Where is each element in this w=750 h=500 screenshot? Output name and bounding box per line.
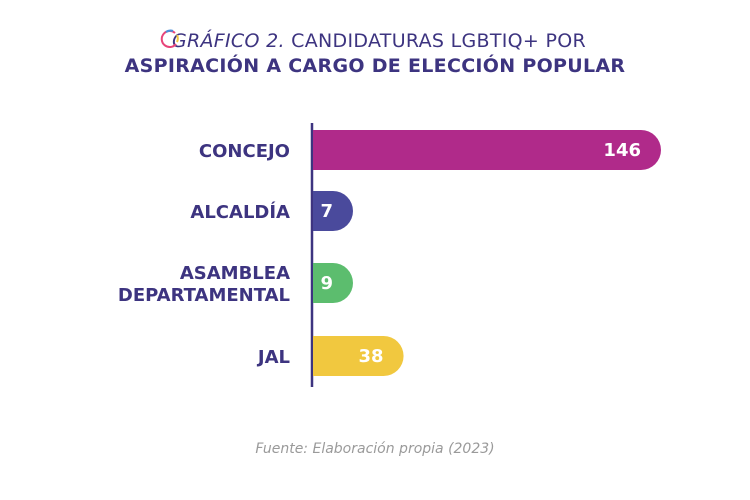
category-label: CONCEJO [199, 141, 290, 162]
bar-value-label: 7 [320, 201, 333, 222]
bar [313, 191, 353, 231]
chart-title: GRÁFICO 2. CANDIDATURAS LGBTIQ+ POR [0, 29, 750, 52]
bar [313, 336, 404, 376]
source-note: Fuente: Elaboración propia (2023) [255, 441, 495, 457]
bar [313, 130, 661, 170]
chart-subtitle: ASPIRACIÓN A CARGO DE ELECCIÓN POPULAR [124, 55, 626, 77]
bar-value-label: 146 [603, 140, 641, 161]
category-label: JAL [256, 347, 290, 368]
bar [313, 263, 353, 303]
category-label: ASAMBLEA [180, 263, 290, 284]
bar-value-label: 38 [359, 346, 384, 367]
logo-icon [160, 29, 179, 49]
category-label: DEPARTAMENTAL [118, 285, 290, 306]
bar-value-label: 9 [320, 273, 333, 294]
category-label: ALCALDÍA [190, 201, 290, 223]
chart-title-prefix: GRÁFICO 2. [171, 30, 285, 52]
chart-title-rest: CANDIDATURAS LGBTIQ+ POR [291, 30, 587, 52]
